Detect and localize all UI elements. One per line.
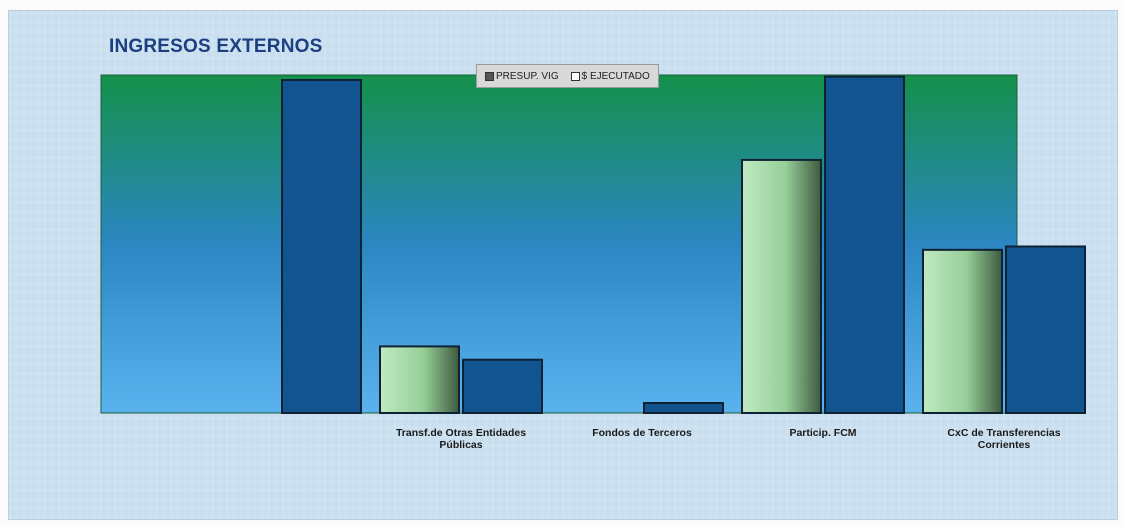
legend-swatch-ejecutado — [570, 71, 580, 81]
x-tick-label-4: CxC de Transferencias Corrientes — [947, 427, 1060, 451]
x-tick-label-2: Fondos de Terceros — [592, 427, 692, 439]
legend-entry-presup: PRESUP. VIG — [485, 71, 559, 82]
legend-entry-ejecutado: $ EJECUTADO — [570, 70, 650, 82]
legend-label-presup: PRESUP. VIG — [496, 70, 559, 82]
x-tick-label-1: Transf.de Otras Entidades Públicas — [396, 427, 526, 451]
bar-presup-vig-1 — [379, 345, 460, 414]
bar-ejecutado-2 — [643, 402, 724, 415]
bar-ejecutado-1 — [462, 358, 543, 414]
bar-presup-vig-4 — [922, 248, 1003, 414]
bar-ejecutado-3 — [824, 75, 905, 414]
x-tick-label-3: Particip. FCM — [789, 427, 856, 439]
bar-ejecutado-4 — [1005, 245, 1086, 414]
bar-presup-vig-3 — [741, 158, 822, 414]
chart-title: INGRESOS EXTERNOS — [109, 36, 323, 57]
chart-legend: PRESUP. VIG $ EJECUTADO — [476, 64, 659, 88]
legend-label-ejecutado: $ EJECUTADO — [581, 70, 650, 82]
bar-ejecutado-0 — [281, 79, 362, 414]
legend-swatch-presup — [485, 71, 494, 81]
